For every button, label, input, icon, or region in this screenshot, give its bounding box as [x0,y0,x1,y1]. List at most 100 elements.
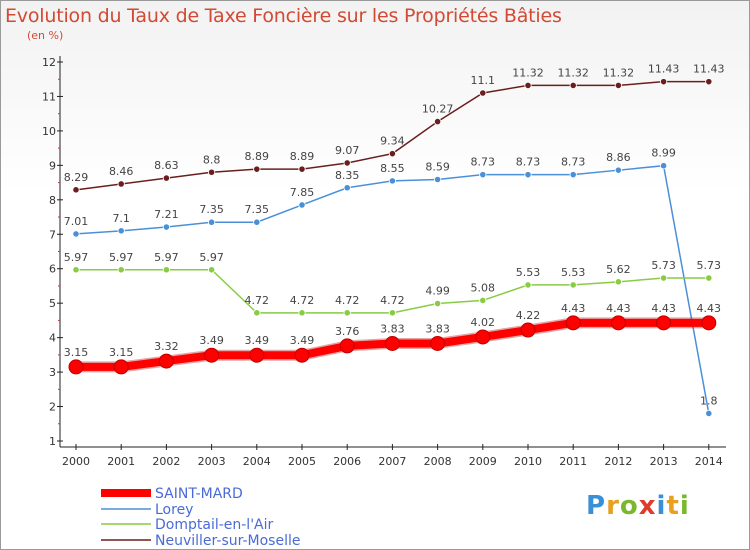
data-point-lorey [388,177,396,185]
x-tick-label: 2008 [424,455,452,468]
data-label-domptail-en-l-air: 5.53 [516,266,541,279]
data-label-saint-mard: 3.15 [109,346,134,359]
data-point-saint-mard [565,315,581,331]
data-label-neuviller-sur-moselle: 8.63 [154,159,179,172]
data-label-neuviller-sur-moselle: 9.34 [380,135,405,148]
data-label-domptail-en-l-air: 4.72 [290,294,315,307]
data-point-lorey [705,409,713,418]
legend-label-neuviller-sur-moselle: Neuviller-sur-Moselle [155,533,300,549]
y-tick-label: 2 [49,401,56,414]
chart-title: Evolution du Taux de Taxe Foncière sur l… [5,5,562,27]
data-label-lorey: 8.35 [335,169,360,182]
data-label-saint-mard: 4.02 [471,316,496,329]
data-label-lorey: 7.1 [112,212,130,225]
data-point-neuviller-sur-moselle [569,81,577,90]
data-label-lorey: 7.85 [290,186,315,199]
data-label-saint-mard: 4.43 [606,302,631,315]
data-label-neuviller-sur-moselle: 9.07 [335,144,360,157]
data-label-domptail-en-l-air: 5.97 [64,251,89,264]
data-label-lorey: 8.73 [561,156,586,169]
data-label-lorey: 8.73 [471,156,496,169]
data-point-neuviller-sur-moselle [253,165,261,173]
x-tick-label: 2004 [243,455,271,468]
data-point-saint-mard [430,335,446,351]
y-tick-label: 9 [49,159,56,172]
data-label-lorey: 7.35 [199,203,224,216]
y-tick-label: 3 [49,366,56,379]
data-point-domptail-en-l-air [433,299,442,308]
data-point-neuviller-sur-moselle [524,81,532,90]
data-label-neuviller-sur-moselle: 11.1 [471,74,496,87]
proxiti-logo: Proxiti [586,491,690,521]
data-point-lorey [298,201,306,209]
y-tick-label: 12 [42,56,56,69]
data-point-domptail-en-l-air [659,274,668,282]
data-point-lorey [479,171,487,179]
data-label-lorey: 8.99 [651,147,676,160]
data-label-domptail-en-l-air: 5.97 [109,251,134,264]
data-point-lorey [162,223,170,231]
data-label-saint-mard: 4.43 [651,302,676,315]
data-label-neuviller-sur-moselle: 11.32 [512,66,544,79]
data-point-domptail-en-l-air [479,296,487,305]
x-tick-label: 2002 [152,455,180,468]
y-tick-label: 6 [49,263,56,276]
data-point-saint-mard [475,329,491,345]
data-label-saint-mard: 4.43 [561,302,586,315]
data-label-domptail-en-l-air: 4.72 [335,294,360,307]
legend-label-lorey: Lorey [155,502,193,518]
data-point-saint-mard [701,315,717,331]
data-point-neuviller-sur-moselle [72,186,80,194]
data-point-saint-mard [68,359,84,375]
x-tick-label: 2006 [333,455,361,468]
chart-unit-label: (en %) [27,29,64,42]
data-label-lorey: 8.59 [425,160,450,173]
data-label-domptail-en-l-air: 4.99 [425,285,450,298]
logo-letter: P [586,491,607,521]
data-label-saint-mard: 3.49 [290,334,315,347]
data-label-domptail-en-l-air: 5.62 [606,263,631,276]
data-point-neuviller-sur-moselle [659,78,668,86]
data-label-domptail-en-l-air: 4.72 [245,294,270,307]
data-point-domptail-en-l-air [343,309,351,317]
data-point-domptail-en-l-air [614,278,623,286]
data-label-domptail-en-l-air: 5.97 [154,251,179,264]
data-point-domptail-en-l-air [524,281,532,289]
data-label-neuviller-sur-moselle: 10.27 [422,103,454,116]
x-tick-label: 2010 [514,455,542,468]
data-label-domptail-en-l-air: 5.73 [651,259,676,272]
data-point-saint-mard [249,347,265,363]
y-tick-label: 8 [49,194,56,207]
x-tick-label: 2005 [288,455,316,468]
data-point-saint-mard [294,347,310,363]
x-tick-label: 2007 [378,455,406,468]
data-point-saint-mard [656,315,672,331]
logo-letter: i [656,491,667,521]
data-label-domptail-en-l-air: 4.72 [380,294,405,307]
data-label-lorey: 8.86 [606,151,631,164]
data-point-lorey [433,175,442,184]
data-point-neuviller-sur-moselle [208,168,216,176]
data-label-lorey: 7.35 [245,203,270,216]
data-point-neuviller-sur-moselle [298,165,306,173]
y-tick-label: 11 [42,90,56,103]
data-label-lorey: 8.55 [380,162,405,175]
data-point-saint-mard [384,335,400,351]
data-label-domptail-en-l-air: 5.73 [697,259,722,272]
data-point-saint-mard [158,353,174,369]
data-label-neuviller-sur-moselle: 8.29 [64,171,89,184]
data-label-saint-mard: 3.49 [245,334,270,347]
x-tick-label: 2013 [650,455,678,468]
data-point-neuviller-sur-moselle [117,180,125,188]
data-point-lorey [343,184,351,192]
data-label-domptail-en-l-air: 5.97 [199,251,224,264]
data-label-lorey: 8.73 [516,156,541,169]
y-tick-label: 1 [49,435,56,448]
data-point-domptail-en-l-air [388,309,396,317]
data-point-saint-mard [113,359,129,375]
series-line-lorey [75,164,710,414]
data-point-lorey [569,171,577,179]
data-point-neuviller-sur-moselle [343,159,351,167]
